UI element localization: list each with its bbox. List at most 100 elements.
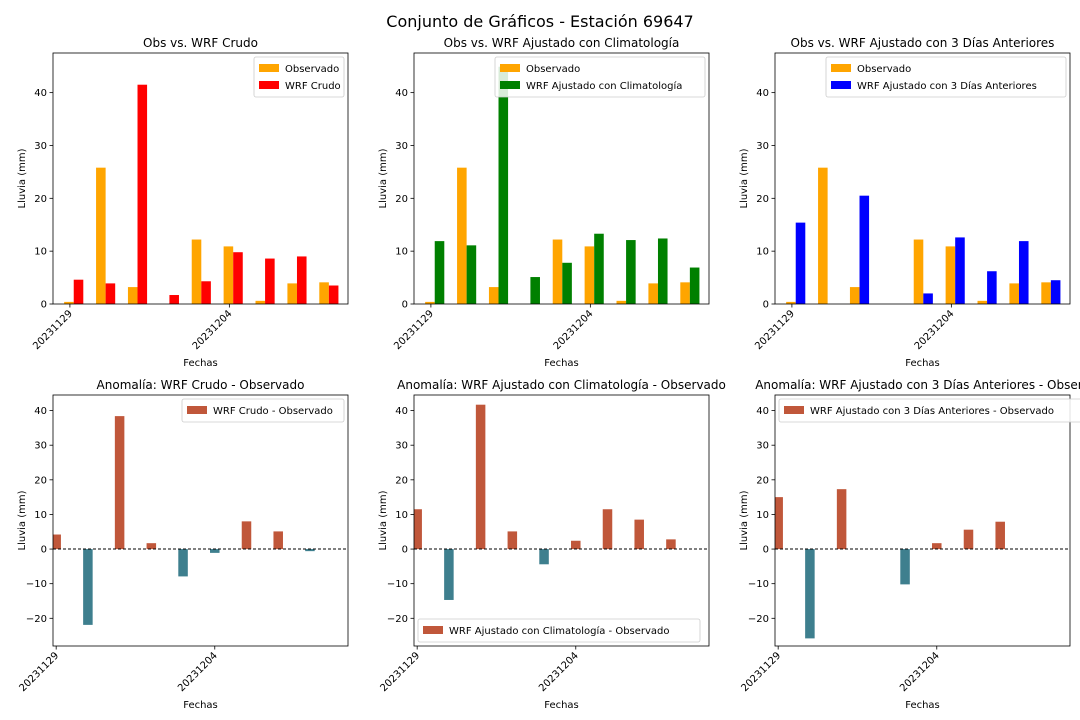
y-axis-label: Lluvia (mm) <box>17 148 28 208</box>
y-axis-label: Lluvia (mm) <box>17 490 28 550</box>
anomaly-bar-20231204 <box>210 549 220 553</box>
bar-wrf-crudo-20231206 <box>296 256 307 304</box>
legend-label: WRF Ajustado con 3 Días Anteriores <box>857 80 1037 92</box>
y-axis-label: Lluvia (mm) <box>378 490 389 550</box>
bar-wrf-crudo-20231207 <box>328 285 339 304</box>
y-tick-label: 30 <box>34 141 47 152</box>
legend-swatch <box>784 406 804 414</box>
y-tick-label: −20 <box>26 614 47 625</box>
legend-swatch <box>831 64 851 72</box>
bar-wrf-ajustado-con-3-dias-anteriores-20231203 <box>923 293 933 304</box>
bar-observado-20231207 <box>680 282 690 304</box>
bar-wrf-ajustado-con-climatologia-20231204 <box>594 233 604 304</box>
legend-swatch <box>423 626 443 634</box>
legend-label: WRF Ajustado con 3 Días Anteriores - Obs… <box>810 405 1054 417</box>
y-tick-label: 40 <box>756 406 769 417</box>
bar-observado-20231130 <box>96 167 106 304</box>
y-tick-label: 30 <box>395 141 408 152</box>
y-tick-label: 20 <box>34 475 47 486</box>
bar-observado-20231129 <box>64 301 74 304</box>
y-tick-label: 40 <box>34 88 47 99</box>
anomaly-bar-20231202 <box>146 543 157 550</box>
axes-frame <box>52 394 349 647</box>
anomaly-bar-20231129 <box>414 509 422 550</box>
anomaly-bar-20231203 <box>178 549 188 577</box>
y-tick-label: 0 <box>402 300 408 311</box>
bar-wrf-ajustado-con-climatologia-20231203 <box>562 262 572 304</box>
bar-observado-20231201 <box>488 287 499 304</box>
legend-swatch <box>187 406 207 414</box>
figure-title: Conjunto de Gráficos - Estación 69647 <box>386 12 693 31</box>
y-tick-label: 30 <box>756 141 769 152</box>
bar-observado-20231203 <box>191 239 202 304</box>
anomaly-bar-20231129 <box>775 497 783 550</box>
bar-wrf-ajustado-con-climatologia-20231207 <box>689 267 700 304</box>
bars <box>414 404 676 600</box>
legend: WRF Ajustado con Climatología - Observad… <box>417 618 701 643</box>
legend-label: WRF Ajustado con Climatología <box>526 80 682 92</box>
y-tick-label: 20 <box>34 194 47 205</box>
axes-frame <box>413 394 710 647</box>
bar-wrf-ajustado-con-climatologia-20231205 <box>626 240 636 304</box>
x-axis-label: Fechas <box>905 700 940 711</box>
legend: Observado WRF Ajustado con Climatología <box>494 56 706 98</box>
bar-observado-20231130 <box>818 167 828 304</box>
x-axis-label: Fechas <box>183 700 218 711</box>
x-axis-label: Fechas <box>905 358 940 369</box>
bar-wrf-ajustado-con-3-dias-anteriores-20231201 <box>859 195 870 304</box>
y-tick-label: 40 <box>756 88 769 99</box>
legend-box <box>494 56 706 98</box>
bar-observado-20231129 <box>425 301 435 304</box>
y-tick-label: 10 <box>756 247 769 258</box>
anomaly-bar-20231205 <box>602 509 613 550</box>
y-tick-label: 30 <box>395 441 408 452</box>
bar-wrf-crudo-20231204 <box>233 252 243 304</box>
chart-title: Obs vs. WRF Crudo <box>143 36 258 50</box>
y-tick-label: 20 <box>395 475 408 486</box>
legend-label: WRF Ajustado con Climatología - Observad… <box>449 625 670 637</box>
bar-wrf-crudo-20231201 <box>137 84 148 304</box>
legend-box <box>181 398 345 423</box>
bar-wrf-crudo-20231130 <box>105 283 116 304</box>
anomaly-bar-20231204 <box>571 540 581 550</box>
bars <box>64 84 339 304</box>
y-tick-label: 20 <box>756 475 769 486</box>
legend: WRF Crudo - Observado <box>181 398 345 423</box>
y-tick-label: 20 <box>395 194 408 205</box>
bar-observado-20231204 <box>945 246 956 304</box>
axes-frame <box>774 394 1071 647</box>
chart-title: Anomalía: WRF Ajustado con Climatología … <box>397 378 726 392</box>
legend-label: WRF Crudo <box>285 81 341 92</box>
y-tick-label: 30 <box>34 441 47 452</box>
anomaly-bar-20231203 <box>900 549 910 585</box>
x-axis-label: Fechas <box>183 358 218 369</box>
legend: Observado WRF Crudo <box>253 56 345 98</box>
bar-observado-20231207 <box>319 282 329 304</box>
anomaly-bar-20231207 <box>666 539 676 550</box>
bar-observado-20231206 <box>1009 283 1019 304</box>
y-tick-label: 40 <box>34 406 47 417</box>
chart-title: Anomalía: WRF Ajustado con 3 Días Anteri… <box>755 378 1080 392</box>
bar-wrf-crudo-20231203 <box>201 281 211 304</box>
bar-wrf-ajustado-con-3-dias-anteriores-20231205 <box>987 271 997 304</box>
legend-box <box>417 618 701 643</box>
anomaly-bar-20231206 <box>995 521 1005 550</box>
y-tick-label: −10 <box>387 579 408 590</box>
anomaly-bar-20231206 <box>273 531 283 550</box>
legend-label: WRF Crudo - Observado <box>213 406 333 417</box>
y-tick-label: 10 <box>34 247 47 258</box>
anomaly-bar-20231201 <box>475 404 486 550</box>
bars <box>786 167 1061 304</box>
bar-wrf-ajustado-con-3-dias-anteriores-20231207 <box>1050 280 1061 304</box>
y-tick-label: 10 <box>395 510 408 521</box>
legend-box <box>778 398 1080 423</box>
legend-swatch <box>500 64 520 72</box>
y-tick-label: 10 <box>395 247 408 258</box>
bar-observado-20231206 <box>287 283 297 304</box>
axes-frame <box>413 52 710 305</box>
bar-observado-20231201 <box>849 287 860 304</box>
chart-title: Obs vs. WRF Ajustado con 3 Días Anterior… <box>791 36 1055 50</box>
axes-frame <box>52 52 349 305</box>
y-tick-label: 10 <box>34 510 47 521</box>
legend: WRF Ajustado con 3 Días Anteriores - Obs… <box>778 398 1080 423</box>
